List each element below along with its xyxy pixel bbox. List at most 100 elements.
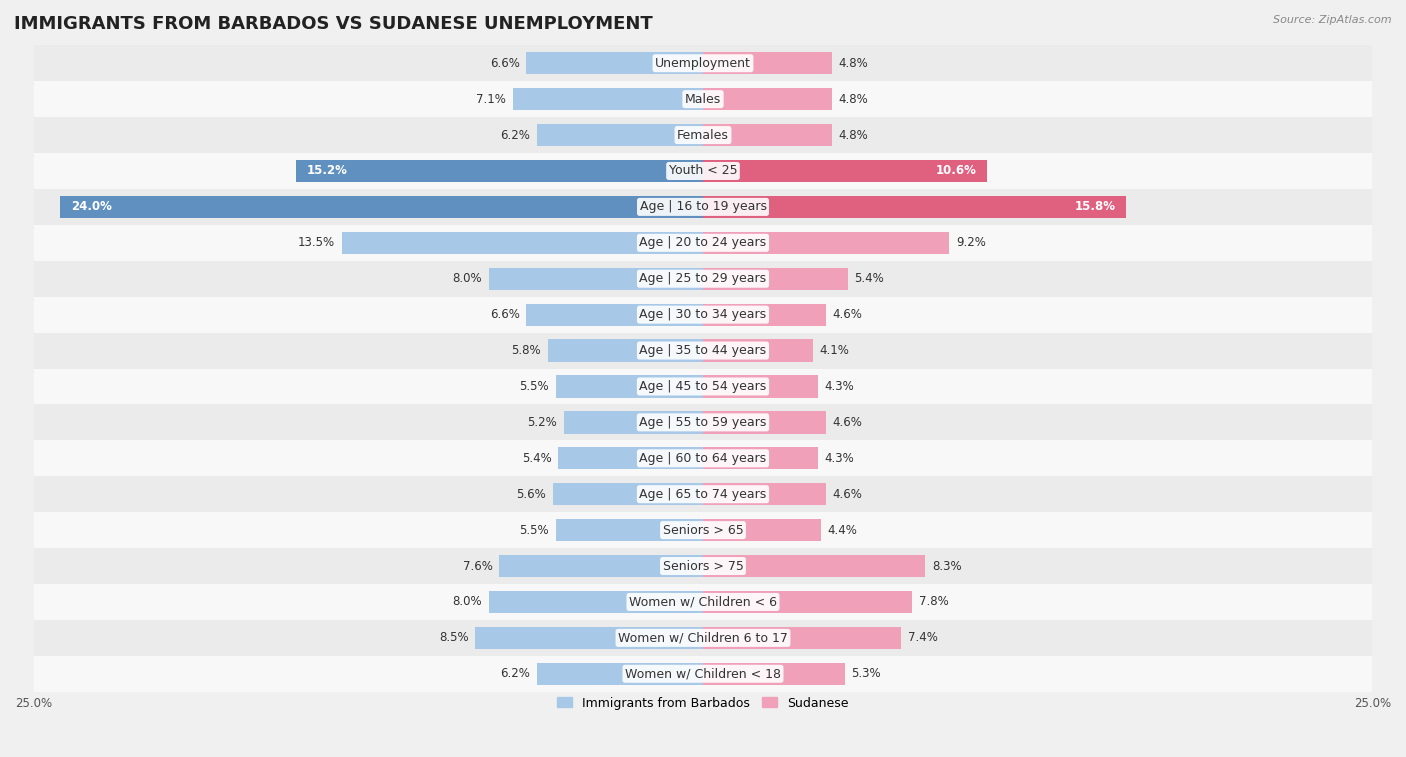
Text: 6.2%: 6.2%	[501, 129, 530, 142]
Bar	[703, 447, 818, 469]
Text: 5.5%: 5.5%	[519, 524, 548, 537]
Bar	[703, 160, 987, 182]
Text: 24.0%: 24.0%	[72, 201, 112, 213]
Text: 6.2%: 6.2%	[501, 667, 530, 681]
Text: 13.5%: 13.5%	[298, 236, 335, 249]
Bar	[34, 225, 1372, 260]
Text: Women w/ Children 6 to 17: Women w/ Children 6 to 17	[619, 631, 787, 644]
Text: Seniors > 65: Seniors > 65	[662, 524, 744, 537]
Bar	[34, 441, 1372, 476]
Bar	[548, 339, 703, 362]
Text: Youth < 25: Youth < 25	[669, 164, 737, 177]
Text: Age | 35 to 44 years: Age | 35 to 44 years	[640, 344, 766, 357]
Text: Age | 55 to 59 years: Age | 55 to 59 years	[640, 416, 766, 429]
Bar	[703, 411, 827, 434]
Bar	[703, 196, 1126, 218]
Bar	[34, 297, 1372, 332]
Text: 6.6%: 6.6%	[489, 308, 520, 321]
Text: Age | 45 to 54 years: Age | 45 to 54 years	[640, 380, 766, 393]
Text: 7.8%: 7.8%	[918, 596, 948, 609]
Text: 4.8%: 4.8%	[838, 92, 868, 106]
Bar	[34, 512, 1372, 548]
Bar	[703, 232, 949, 254]
Bar	[34, 153, 1372, 189]
Text: 5.6%: 5.6%	[516, 488, 547, 500]
Text: 15.8%: 15.8%	[1074, 201, 1115, 213]
Text: Women w/ Children < 18: Women w/ Children < 18	[626, 667, 780, 681]
Bar	[34, 548, 1372, 584]
Text: 5.2%: 5.2%	[527, 416, 557, 429]
Bar	[34, 117, 1372, 153]
Bar	[703, 52, 831, 74]
Text: 9.2%: 9.2%	[956, 236, 986, 249]
Bar	[513, 88, 703, 111]
Text: 4.8%: 4.8%	[838, 57, 868, 70]
Text: Seniors > 75: Seniors > 75	[662, 559, 744, 572]
Text: 15.2%: 15.2%	[307, 164, 347, 177]
Bar	[703, 267, 848, 290]
Text: Age | 60 to 64 years: Age | 60 to 64 years	[640, 452, 766, 465]
Bar	[703, 124, 831, 146]
Text: Age | 30 to 34 years: Age | 30 to 34 years	[640, 308, 766, 321]
Bar	[703, 339, 813, 362]
Bar	[564, 411, 703, 434]
Bar	[34, 620, 1372, 656]
Bar	[34, 332, 1372, 369]
Text: Females: Females	[678, 129, 728, 142]
Text: 5.4%: 5.4%	[855, 273, 884, 285]
Bar	[34, 584, 1372, 620]
Bar	[34, 189, 1372, 225]
Text: 10.6%: 10.6%	[935, 164, 976, 177]
Text: 4.3%: 4.3%	[825, 452, 855, 465]
Text: 8.0%: 8.0%	[453, 273, 482, 285]
Text: 8.5%: 8.5%	[439, 631, 468, 644]
Text: Males: Males	[685, 92, 721, 106]
Bar	[703, 88, 831, 111]
Text: Age | 16 to 19 years: Age | 16 to 19 years	[640, 201, 766, 213]
Bar	[34, 476, 1372, 512]
Text: Age | 25 to 29 years: Age | 25 to 29 years	[640, 273, 766, 285]
Bar	[34, 404, 1372, 441]
Text: Age | 20 to 24 years: Age | 20 to 24 years	[640, 236, 766, 249]
Bar	[34, 81, 1372, 117]
Bar	[537, 124, 703, 146]
Bar	[34, 656, 1372, 692]
Bar	[703, 304, 827, 326]
Legend: Immigrants from Barbados, Sudanese: Immigrants from Barbados, Sudanese	[553, 692, 853, 715]
Bar	[489, 267, 703, 290]
Text: 5.8%: 5.8%	[512, 344, 541, 357]
Text: 5.3%: 5.3%	[852, 667, 882, 681]
Bar	[34, 260, 1372, 297]
Text: 6.6%: 6.6%	[489, 57, 520, 70]
Text: Unemployment: Unemployment	[655, 57, 751, 70]
Bar	[526, 304, 703, 326]
Text: 5.4%: 5.4%	[522, 452, 551, 465]
Text: Women w/ Children < 6: Women w/ Children < 6	[628, 596, 778, 609]
Bar	[555, 375, 703, 397]
Bar	[34, 45, 1372, 81]
Bar	[703, 483, 827, 506]
Bar	[555, 519, 703, 541]
Bar	[703, 627, 901, 649]
Bar	[703, 375, 818, 397]
Bar	[703, 662, 845, 685]
Bar	[489, 590, 703, 613]
Bar	[526, 52, 703, 74]
Text: 4.3%: 4.3%	[825, 380, 855, 393]
Bar	[558, 447, 703, 469]
Text: 4.1%: 4.1%	[820, 344, 849, 357]
Text: IMMIGRANTS FROM BARBADOS VS SUDANESE UNEMPLOYMENT: IMMIGRANTS FROM BARBADOS VS SUDANESE UNE…	[14, 15, 652, 33]
Text: 8.3%: 8.3%	[932, 559, 962, 572]
Text: 8.0%: 8.0%	[453, 596, 482, 609]
Text: 4.6%: 4.6%	[832, 488, 863, 500]
Text: Age | 65 to 74 years: Age | 65 to 74 years	[640, 488, 766, 500]
Bar	[297, 160, 703, 182]
Bar	[703, 555, 925, 577]
Text: 4.6%: 4.6%	[832, 416, 863, 429]
Text: 4.4%: 4.4%	[828, 524, 858, 537]
Text: Source: ZipAtlas.com: Source: ZipAtlas.com	[1274, 15, 1392, 25]
Bar	[475, 627, 703, 649]
Text: 4.6%: 4.6%	[832, 308, 863, 321]
Text: 7.6%: 7.6%	[463, 559, 492, 572]
Bar	[34, 369, 1372, 404]
